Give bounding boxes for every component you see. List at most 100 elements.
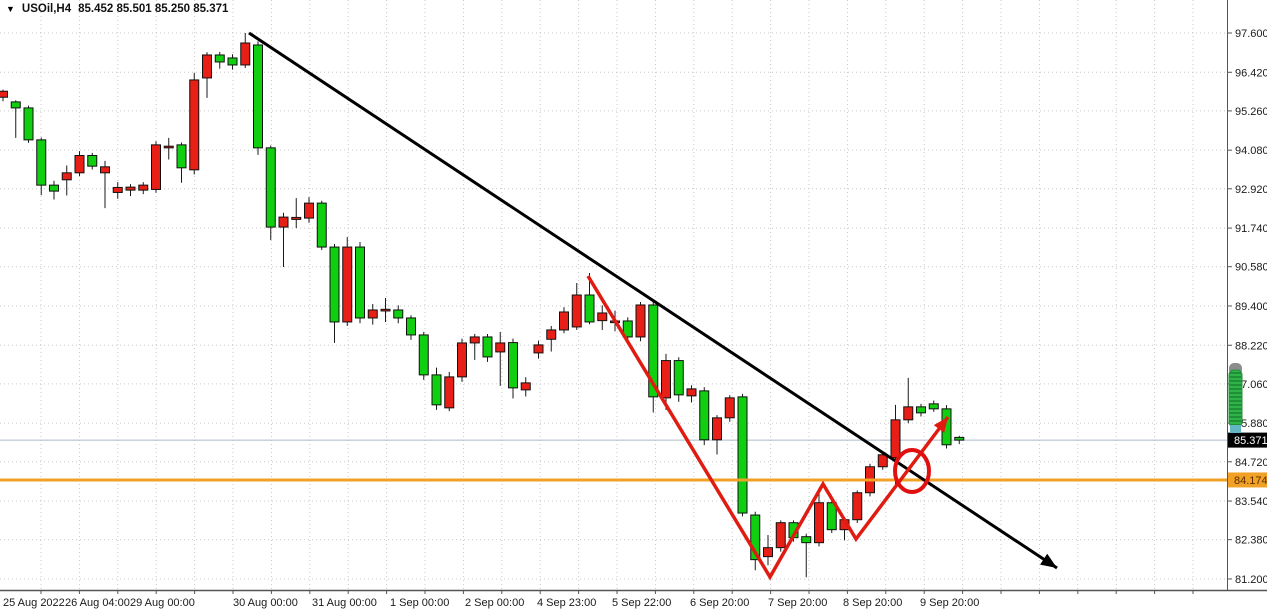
candle <box>648 301 659 413</box>
candle <box>814 487 824 547</box>
axis-scrollbar[interactable] <box>1228 363 1243 433</box>
symbol-period-label: USOil,H4 <box>21 3 72 15</box>
svg-text:84.174: 84.174 <box>1234 475 1267 487</box>
price-axis-label: 96.420 <box>1235 67 1267 79</box>
candle <box>227 54 238 70</box>
candle <box>469 333 480 360</box>
time-axis-label: 1 Sep 00:00 <box>390 597 449 609</box>
candle <box>100 160 110 209</box>
time-axis-label: 26 Aug 04:00 <box>65 597 130 609</box>
price-axis-label: 89.400 <box>1235 301 1267 313</box>
candle <box>74 151 85 177</box>
price-axis-label: 94.080 <box>1235 145 1267 157</box>
symbol-dropdown-icon[interactable]: ▼ <box>6 3 15 14</box>
candle <box>36 137 47 196</box>
candle <box>954 435 965 445</box>
price-axis-label: 85.880 <box>1235 418 1267 430</box>
time-axis-label: 29 Aug 00:00 <box>130 597 195 609</box>
entry-circle[interactable] <box>893 448 931 494</box>
candle <box>151 141 161 193</box>
price-axis-label: 90.580 <box>1235 262 1267 274</box>
candle <box>265 145 276 241</box>
ohlc-quote-label: 85.452 85.501 85.250 85.371 <box>78 3 229 15</box>
time-axis-label: 7 Sep 20:00 <box>768 597 827 609</box>
candle <box>138 182 149 195</box>
price-axis-label: 88.220 <box>1235 340 1267 352</box>
candle <box>916 403 926 417</box>
trendline[interactable] <box>248 31 1058 570</box>
candle <box>444 371 455 412</box>
price-axis-label: 81.200 <box>1235 574 1267 586</box>
candle <box>686 385 697 403</box>
price-axis-label: 84.720 <box>1235 457 1267 469</box>
candle <box>661 353 671 410</box>
candle <box>903 377 914 424</box>
price-axis-label: 91.740 <box>1235 223 1267 235</box>
candle <box>278 212 289 268</box>
candle <box>724 395 735 422</box>
time-axis-label: 5 Sep 22:00 <box>612 597 671 609</box>
candle <box>189 72 200 175</box>
candle <box>214 51 225 69</box>
candle <box>329 244 340 343</box>
candle <box>240 33 251 68</box>
price-axis-label: 95.260 <box>1235 106 1267 118</box>
candle <box>87 152 98 170</box>
time-axis-label: 2 Sep 00:00 <box>465 597 524 609</box>
candle <box>304 197 314 223</box>
price-axis[interactable]: 97.600 96.420 95.260 94.080 92.920 91.740 90.5… <box>1227 28 1267 586</box>
candle <box>202 52 212 98</box>
candle <box>291 198 302 229</box>
candle <box>533 340 544 359</box>
candle <box>406 315 416 340</box>
candle <box>380 297 391 322</box>
time-axis-label: 30 Aug 00:00 <box>233 597 298 609</box>
candle <box>546 325 557 352</box>
candle <box>393 305 404 324</box>
candle <box>559 307 569 334</box>
price-axis-label: 82.380 <box>1235 535 1267 547</box>
candle <box>597 305 608 330</box>
candle <box>355 242 365 324</box>
candle <box>418 331 429 380</box>
candle <box>253 41 263 155</box>
candle <box>737 393 748 517</box>
candle <box>928 400 939 412</box>
candle <box>10 100 21 138</box>
price-axis-label: 92.920 <box>1235 184 1267 196</box>
candle <box>23 105 34 143</box>
support-price-tag: 84.174 <box>1228 472 1267 488</box>
zigzag-line[interactable] <box>586 275 950 581</box>
candle <box>125 184 136 197</box>
candle <box>852 490 863 524</box>
candle <box>571 283 582 330</box>
time-axis-label: 9 Sep 20:00 <box>920 597 979 609</box>
time-axis-label: 31 Aug 00:00 <box>312 597 377 609</box>
candle <box>482 333 493 362</box>
candle <box>457 338 467 382</box>
candle <box>750 511 761 571</box>
time-axis[interactable]: 25 Aug 2022 26 Aug 04:00 29 Aug 00:00 30 Au… <box>3 590 1194 609</box>
time-axis-label: 8 Sep 20:00 <box>843 597 902 609</box>
candle <box>431 367 442 410</box>
candle <box>801 533 812 578</box>
candle <box>316 200 327 251</box>
candle <box>635 301 646 342</box>
candle <box>763 535 773 566</box>
candle <box>342 237 353 326</box>
candle <box>49 180 59 200</box>
candle <box>622 317 633 340</box>
candle <box>712 415 722 455</box>
candle <box>367 303 378 325</box>
price-axis-label: 83.540 <box>1235 496 1267 508</box>
time-axis-label: 4 Sep 23:00 <box>537 597 596 609</box>
candle <box>699 387 710 446</box>
candle <box>112 182 123 199</box>
chart-title-bar: ▼ USOil,H4 85.452 85.501 85.250 85.371 <box>6 3 228 15</box>
time-axis-label: 25 Aug 2022 <box>3 597 65 609</box>
candle <box>495 331 506 386</box>
grid-layer <box>0 0 1227 590</box>
time-axis-label: 6 Sep 20:00 <box>690 597 749 609</box>
price-axis-label: 87.060 <box>1235 379 1267 391</box>
